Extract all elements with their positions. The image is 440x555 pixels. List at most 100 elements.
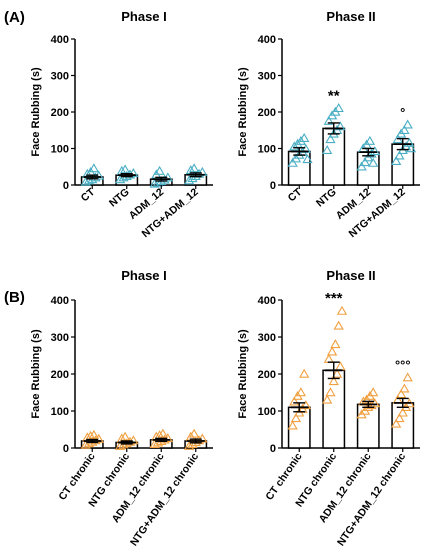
- chart4-ytick-0: 0: [270, 443, 276, 455]
- chart2-point-2-0: [356, 161, 367, 171]
- chart4-title: Phase II: [326, 268, 375, 283]
- chart3-point-0-7: [88, 429, 100, 439]
- chart2-point-0-7: [295, 135, 307, 145]
- chart2-title: Phase II: [326, 9, 375, 24]
- panel-label-b: (B): [4, 289, 25, 306]
- chart2-ytick-1: 100: [258, 144, 276, 156]
- chart2-point-2-1: [359, 157, 371, 167]
- chart4-ytick-1: 100: [258, 406, 276, 418]
- chart3-ytick-0: 0: [63, 443, 69, 455]
- chart4-point-1-9: [336, 305, 348, 315]
- chart3-point-0-0: [80, 439, 91, 449]
- chart4-point-3-8: [402, 372, 413, 382]
- chart2-point-2-7: [364, 135, 376, 145]
- chart1-ytick-2: 200: [51, 107, 69, 119]
- chart4-point-0-4: [300, 400, 311, 410]
- chart2-point-1-8: [333, 103, 344, 113]
- chart4-point-0-8: [299, 368, 310, 378]
- chart1-xtick-0: CT: [79, 186, 98, 205]
- chart2-ytick-3: 300: [258, 71, 276, 83]
- chart1-ylabel: Face Rubbing (s): [30, 67, 42, 157]
- chart3-title: Phase I: [121, 268, 167, 283]
- chart4-ytick-4: 400: [258, 295, 276, 307]
- chart2-ytick-0: 0: [270, 180, 276, 192]
- chart1-point-3-1: [187, 173, 198, 183]
- panel-label-a: (A): [4, 9, 25, 26]
- chart4-ytick-3: 300: [258, 332, 276, 344]
- chart3-point-2-0: [149, 438, 160, 449]
- chart1-point-2-0: [149, 178, 160, 188]
- chart1-ytick-0: 0: [63, 180, 69, 192]
- chart4-point-1-1: [325, 387, 336, 397]
- chart2-ytick-4: 400: [258, 34, 276, 46]
- chart1-point-2-1: [152, 177, 164, 187]
- chart1-point-0-0: [80, 176, 91, 186]
- chart3-ytick-3: 300: [51, 332, 69, 344]
- chart2-point-0-8: [299, 132, 310, 142]
- chart2-point-2-4: [369, 146, 380, 156]
- chart2-point-3-9: [405, 143, 417, 153]
- chart1-point-0-7: [88, 163, 100, 173]
- chart1-point-3-6: [188, 163, 200, 173]
- chart3-point-1-4: [128, 435, 139, 445]
- chart2-xtick-0: CT: [286, 186, 305, 205]
- chart2-significance-1: **: [328, 87, 340, 104]
- chart3-ytick-4: 400: [51, 295, 69, 307]
- chart1-point-3-0: [184, 175, 195, 185]
- chart4-point-2-4: [369, 398, 380, 408]
- chart1-ytick-1: 100: [51, 144, 69, 156]
- chart2-point-1-4: [335, 121, 346, 131]
- chart2-xtick-1: NTG: [314, 186, 339, 209]
- chart1-xtick-1: NTG: [107, 186, 132, 209]
- chart1-ytick-4: 400: [51, 34, 69, 46]
- chart1-point-2-6: [154, 165, 165, 175]
- chart4-bar-1: [322, 369, 346, 449]
- chart2-point-0-5: [289, 141, 300, 151]
- chart1-point-1-6: [119, 164, 131, 174]
- chart3-point-3-6: [188, 428, 200, 438]
- chart4-point-3-6: [395, 389, 407, 399]
- chart2-significance-3: °: [400, 105, 405, 120]
- chart4-point-0-0: [287, 420, 298, 430]
- chart2-point-1-0: [322, 145, 333, 155]
- chart3-ytick-2: 200: [51, 369, 69, 381]
- chart4-point-1-3: [331, 368, 343, 378]
- chart1-point-0-1: [83, 175, 95, 185]
- chart4-point-1-4: [335, 361, 346, 371]
- chart2-point-3-1: [394, 150, 405, 160]
- chart4-point-1-8: [333, 320, 344, 330]
- chart4-point-1-7: [330, 339, 341, 349]
- chart3-point-1-0: [115, 440, 126, 450]
- chart3-point-1-6: [119, 431, 131, 441]
- chart4-ylabel: Face Rubbing (s): [237, 329, 249, 419]
- chart4-point-0-5: [289, 396, 300, 406]
- chart2-point-2-8: [368, 157, 379, 167]
- chart4-xtick-3: NTG+ADM_12 chronic: [335, 451, 408, 549]
- chart4-bar-0: [287, 406, 311, 449]
- chart4-point-1-5: [323, 353, 334, 363]
- chart2-point-0-9: [302, 154, 313, 164]
- chart4-point-2-8: [368, 387, 379, 397]
- chart2-point-3-7: [399, 124, 410, 134]
- chart1-point-1-4: [128, 168, 139, 178]
- chart1-title: Phase I: [121, 9, 167, 24]
- chart3-point-2-1: [152, 437, 164, 447]
- chart4-point-0-1: [290, 413, 302, 423]
- chart4-point-3-2: [397, 407, 408, 417]
- chart2-ylabel: Face Rubbing (s): [237, 67, 249, 157]
- chart4-significance-1: ***: [325, 290, 343, 307]
- chart2-point-1-1: [325, 134, 336, 144]
- chart3-xtick-3: NTG+ADM_12 chronic: [128, 451, 201, 549]
- chart2-ytick-2: 200: [258, 107, 276, 119]
- chart3-point-3-4: [197, 433, 208, 443]
- chart3-point-3-5: [185, 431, 196, 441]
- chart4-point-3-0: [391, 418, 402, 428]
- chart2-point-3-8: [402, 119, 413, 129]
- chart4-point-1-0: [322, 394, 333, 404]
- chart3-ylabel: Face Rubbing (s): [30, 329, 42, 419]
- chart4-point-1-2: [328, 376, 339, 386]
- chart2-point-1-5: [323, 115, 334, 125]
- chart2-point-0-0: [287, 157, 298, 167]
